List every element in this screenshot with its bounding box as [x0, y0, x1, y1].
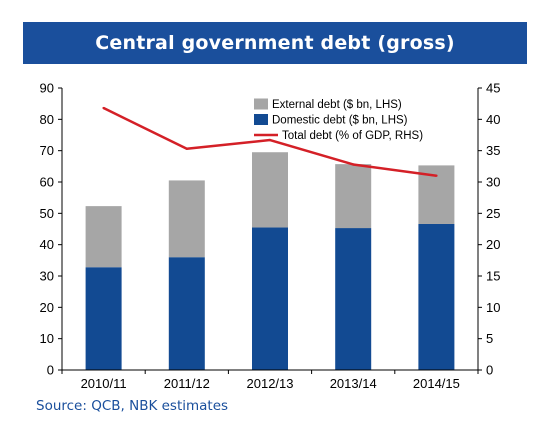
legend-label-1: Domestic debt ($ bn, LHS)	[272, 115, 408, 127]
x-tick-label-1: 2011/12	[164, 376, 210, 391]
source-prefix: Source:	[36, 398, 87, 414]
right-tick-label-15: 15	[486, 269, 500, 284]
x-tick-label-0: 2010/11	[81, 376, 127, 391]
bar-external-2	[252, 152, 288, 228]
left-tick-label-60: 60	[40, 175, 54, 190]
bar-domestic-2	[252, 227, 288, 370]
right-tick-label-20: 20	[486, 237, 500, 252]
point-total-debt-2	[268, 138, 272, 142]
source-note: Source: QCB, NBK estimates	[36, 398, 228, 414]
legend-swatch-0	[254, 98, 268, 110]
legend-swatch-1	[254, 114, 268, 125]
left-tick-label-50: 50	[40, 206, 54, 221]
x-tick-label-3: 2013/14	[330, 376, 377, 391]
right-tick-label-5: 5	[486, 331, 493, 346]
right-tick-label-45: 45	[486, 81, 500, 96]
left-tick-label-80: 80	[40, 112, 54, 127]
right-tick-label-0: 0	[486, 363, 493, 378]
right-tick-label-35: 35	[486, 143, 500, 158]
x-tick-label-4: 2014/15	[413, 376, 460, 391]
point-total-debt-1	[185, 147, 188, 150]
left-tick-label-90: 90	[40, 81, 54, 96]
point-total-debt-3	[352, 163, 355, 166]
bar-external-1	[168, 180, 205, 258]
right-tick-label-40: 40	[486, 112, 500, 127]
bar-external-0	[85, 206, 122, 268]
x-tick-label-2: 2012/13	[247, 376, 294, 391]
right-tick-label-10: 10	[486, 300, 500, 315]
bar-domestic-4	[418, 223, 455, 370]
chart-title: Central government debt (gross)	[95, 32, 455, 54]
right-tick-label-25: 25	[486, 206, 500, 221]
bar-domestic-3	[335, 228, 372, 370]
left-tick-label-0: 0	[47, 363, 54, 378]
left-tick-label-20: 20	[40, 300, 54, 315]
left-tick-label-30: 30	[40, 269, 54, 284]
bar-domestic-1	[168, 257, 205, 370]
legend-label-0: External debt ($ bn, LHS)	[272, 99, 402, 111]
bar-external-3	[335, 164, 372, 229]
bar-domestic-0	[85, 267, 122, 370]
legend-label-2: Total debt (% of GDP, RHS)	[282, 130, 423, 142]
left-tick-label-70: 70	[40, 143, 54, 158]
chart-title-bar: Central government debt (gross)	[23, 22, 527, 64]
point-total-debt-0	[102, 106, 105, 110]
left-tick-label-40: 40	[40, 237, 54, 252]
point-total-debt-4	[435, 174, 438, 177]
source-text: QCB, NBK estimates	[86, 398, 229, 414]
right-tick-label-30: 30	[486, 175, 500, 190]
left-tick-label-10: 10	[40, 331, 54, 346]
